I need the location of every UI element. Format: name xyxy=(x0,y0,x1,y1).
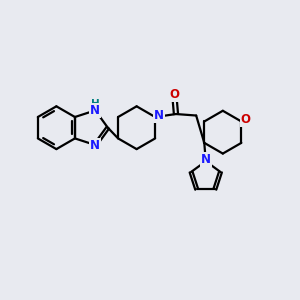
Text: H: H xyxy=(91,99,100,109)
Text: O: O xyxy=(169,88,179,101)
Text: N: N xyxy=(154,109,164,122)
Text: N: N xyxy=(90,104,100,117)
Text: N: N xyxy=(201,153,211,166)
Text: N: N xyxy=(90,139,100,152)
Text: O: O xyxy=(241,113,251,127)
